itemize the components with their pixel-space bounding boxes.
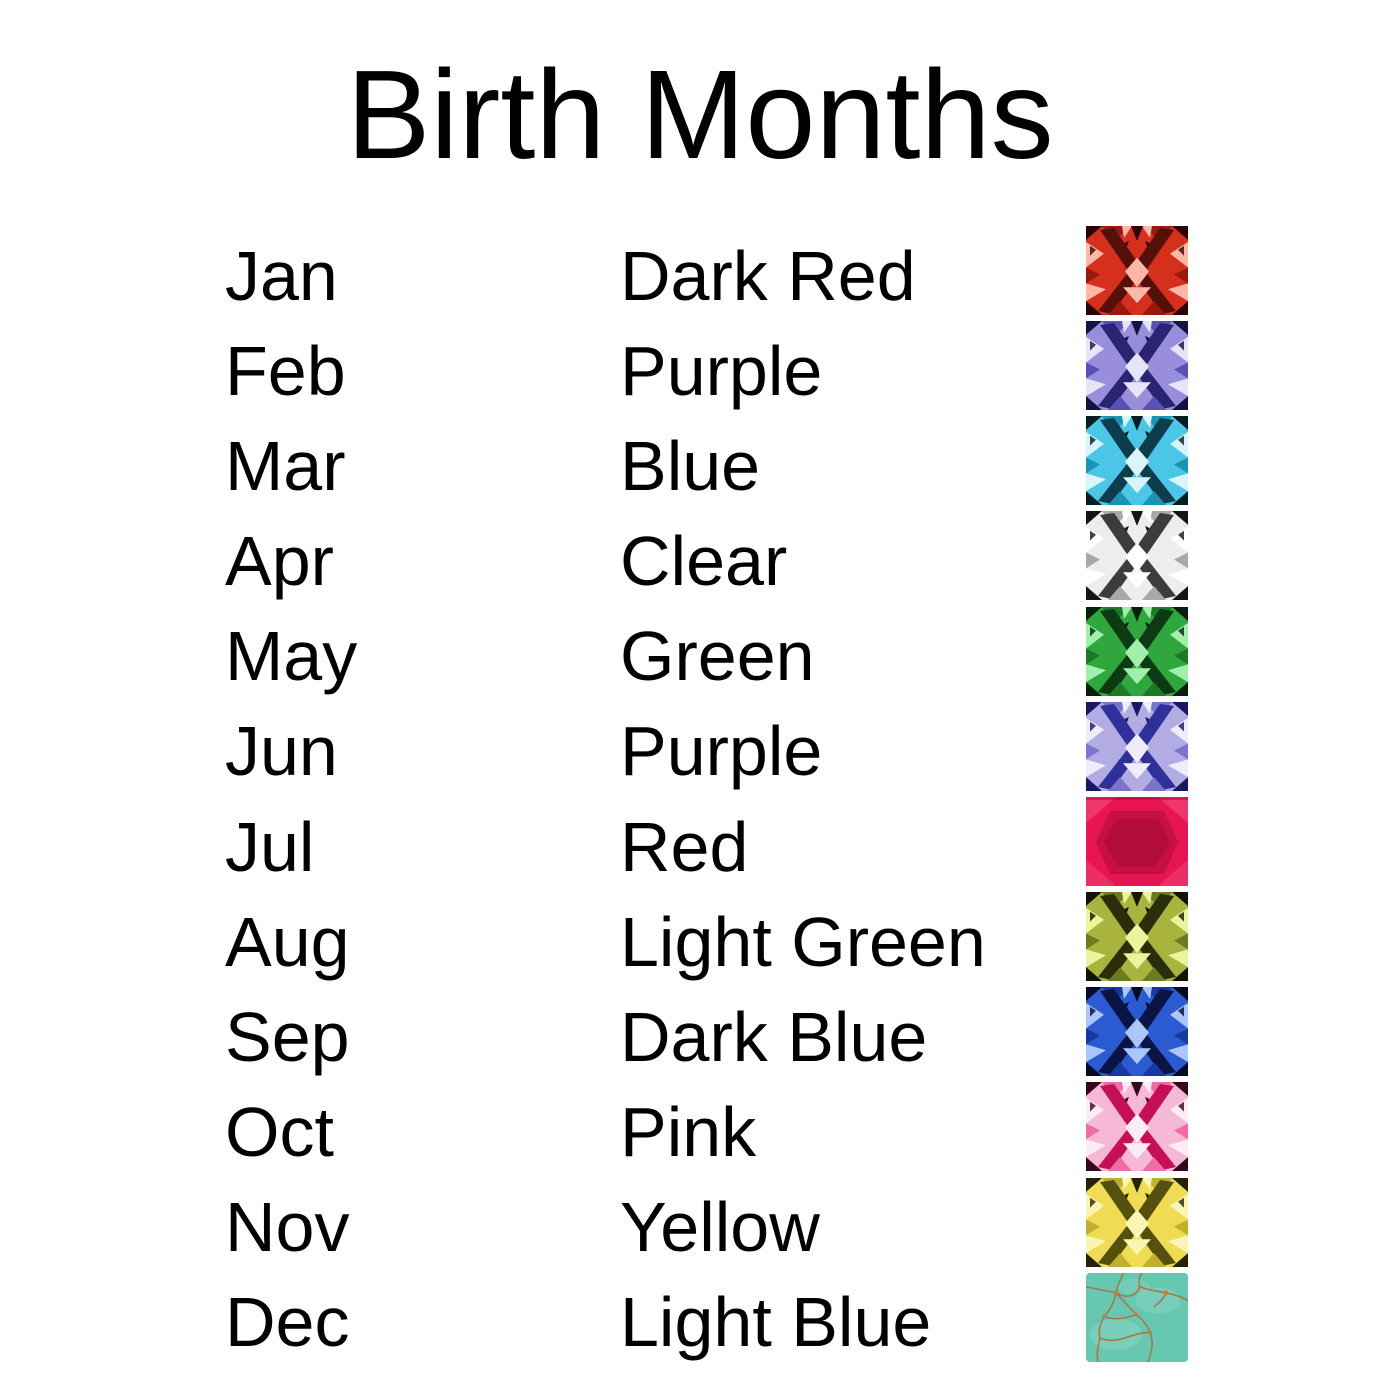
month-label: Sep: [225, 997, 350, 1076]
color-name-label: Purple: [620, 331, 823, 410]
month-label: Jan: [225, 236, 338, 315]
gemstone-swatch-apr: [1086, 511, 1188, 601]
gem-icon: [1086, 511, 1188, 601]
color-name-label: Red: [620, 807, 749, 886]
color-name-label: Pink: [620, 1092, 757, 1171]
color-name-label: Light Blue: [620, 1283, 932, 1362]
gemstone-swatch-aug: [1086, 892, 1188, 982]
table-row: May Green: [0, 604, 1400, 699]
month-label: Oct: [225, 1092, 334, 1171]
color-name-label: Dark Red: [620, 236, 916, 315]
gemstone-swatch-sep: [1086, 987, 1188, 1077]
gem-icon: [1086, 1082, 1188, 1172]
table-row: Feb Purple: [0, 318, 1400, 413]
month-label: Feb: [225, 331, 346, 410]
gem-icon: [1086, 987, 1188, 1077]
month-label: Apr: [225, 522, 334, 601]
gemstone-swatch-may: [1086, 606, 1188, 696]
color-name-label: Light Green: [620, 902, 986, 981]
gem-icon: [1086, 606, 1188, 696]
gem-icon: [1086, 701, 1188, 791]
gem-icon: [1086, 892, 1188, 982]
table-row: Aug Light Green: [0, 889, 1400, 984]
table-row: Dec Light Blue: [0, 1270, 1400, 1365]
page-title: Birth Months: [346, 44, 1054, 185]
gemstone-swatch-jul: [1086, 796, 1188, 886]
table-row: Jan Dark Red: [0, 223, 1400, 318]
gemstone-swatch-jun: [1086, 701, 1188, 791]
gem-icon: [1086, 1272, 1188, 1362]
gemstone-swatch-feb: [1086, 321, 1188, 411]
gemstone-swatch-mar: [1086, 416, 1188, 506]
month-label: Mar: [225, 426, 346, 505]
color-name-label: Clear: [620, 522, 788, 601]
gemstone-swatch-dec: [1086, 1272, 1188, 1362]
gemstone-swatch-nov: [1086, 1177, 1188, 1267]
table-row: Mar Blue: [0, 413, 1400, 508]
color-name-label: Yellow: [620, 1188, 820, 1267]
color-name-label: Dark Blue: [620, 997, 928, 1076]
gem-icon: [1086, 226, 1188, 315]
gemstone-swatch-oct: [1086, 1082, 1188, 1172]
gem-icon: [1086, 321, 1188, 411]
color-name-label: Purple: [620, 712, 823, 791]
birthstone-table: Jan Dark Red Feb Purple Mar Blue Apr Clear May Gr…: [0, 223, 1400, 1365]
month-label: Jul: [225, 807, 315, 886]
month-label: May: [225, 617, 358, 696]
month-label: Dec: [225, 1283, 350, 1362]
month-label: Nov: [225, 1188, 350, 1267]
table-row: Oct Pink: [0, 1079, 1400, 1174]
table-row: Jun Purple: [0, 699, 1400, 794]
month-label: Jun: [225, 712, 338, 791]
table-row: Apr Clear: [0, 508, 1400, 603]
gem-icon: [1086, 416, 1188, 506]
table-row: Sep Dark Blue: [0, 984, 1400, 1079]
table-row: Jul Red: [0, 794, 1400, 889]
month-label: Aug: [225, 902, 350, 981]
color-name-label: Green: [620, 617, 815, 696]
gem-icon: [1086, 1177, 1188, 1267]
gemstone-swatch-jan: [1086, 226, 1188, 315]
gem-icon: [1086, 796, 1188, 886]
color-name-label: Blue: [620, 426, 761, 505]
table-row: Nov Yellow: [0, 1175, 1400, 1270]
